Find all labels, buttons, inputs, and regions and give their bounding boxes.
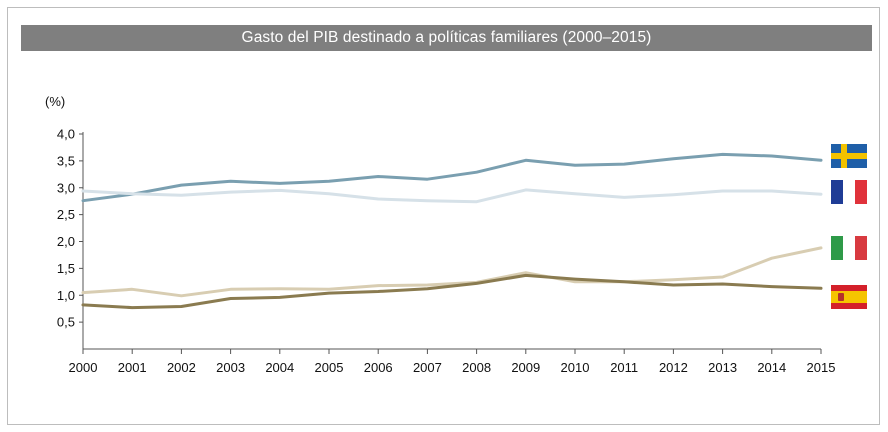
y-tick-label: 4,0 (57, 127, 75, 142)
series-lines (81, 152, 823, 310)
legend-flags (831, 144, 867, 309)
y-tick-label: 2,5 (57, 207, 75, 222)
x-tick-label: 2001 (118, 360, 147, 375)
y-tick-label: 3,5 (57, 153, 75, 168)
x-tick-label: 2006 (364, 360, 393, 375)
series-line-france (81, 188, 823, 204)
x-tick-label: 2005 (315, 360, 344, 375)
x-tick-label: 2002 (167, 360, 196, 375)
x-tick-label: 2003 (216, 360, 245, 375)
spain-flag-icon (831, 285, 867, 309)
axes: 4,0 3,5 3,0 2,5 2,0 1,5 1,0 0,5 2000 2001 2002 2003… (57, 127, 836, 376)
x-tick-label: 2012 (659, 360, 688, 375)
x-tick-label: 2009 (511, 360, 540, 375)
x-tick-label: 2010 (561, 360, 590, 375)
x-tick-label: 2008 (462, 360, 491, 375)
france-flag-icon (831, 180, 867, 204)
chart-frame (7, 7, 880, 425)
sweden-flag-icon (831, 144, 867, 168)
italy-flag-icon (831, 236, 867, 260)
x-tick-label: 2015 (807, 360, 836, 375)
series-line-italy (81, 246, 823, 298)
y-tick-label: 1,5 (57, 261, 75, 276)
y-tick-label: 1,0 (57, 288, 75, 303)
x-tick-label: 2004 (265, 360, 294, 375)
x-tick-label: 2011 (610, 360, 638, 375)
y-tick-label: 0,5 (57, 315, 75, 330)
series-line-spain (81, 273, 823, 310)
y-axis-unit-label: (%) (45, 94, 66, 109)
chart-title: Gasto del PIB destinado a políticas fami… (21, 25, 872, 51)
y-tick-label: 2,0 (57, 234, 75, 249)
x-tick-label: 2013 (708, 360, 737, 375)
chart-title-text: Gasto del PIB destinado a políticas fami… (241, 29, 652, 46)
series-line-sweden (81, 152, 823, 203)
y-tick-label: 3,0 (57, 180, 75, 195)
x-tick-label: 2007 (413, 360, 442, 375)
x-tick-label: 2000 (69, 360, 98, 375)
x-tick-label: 2014 (757, 360, 786, 375)
